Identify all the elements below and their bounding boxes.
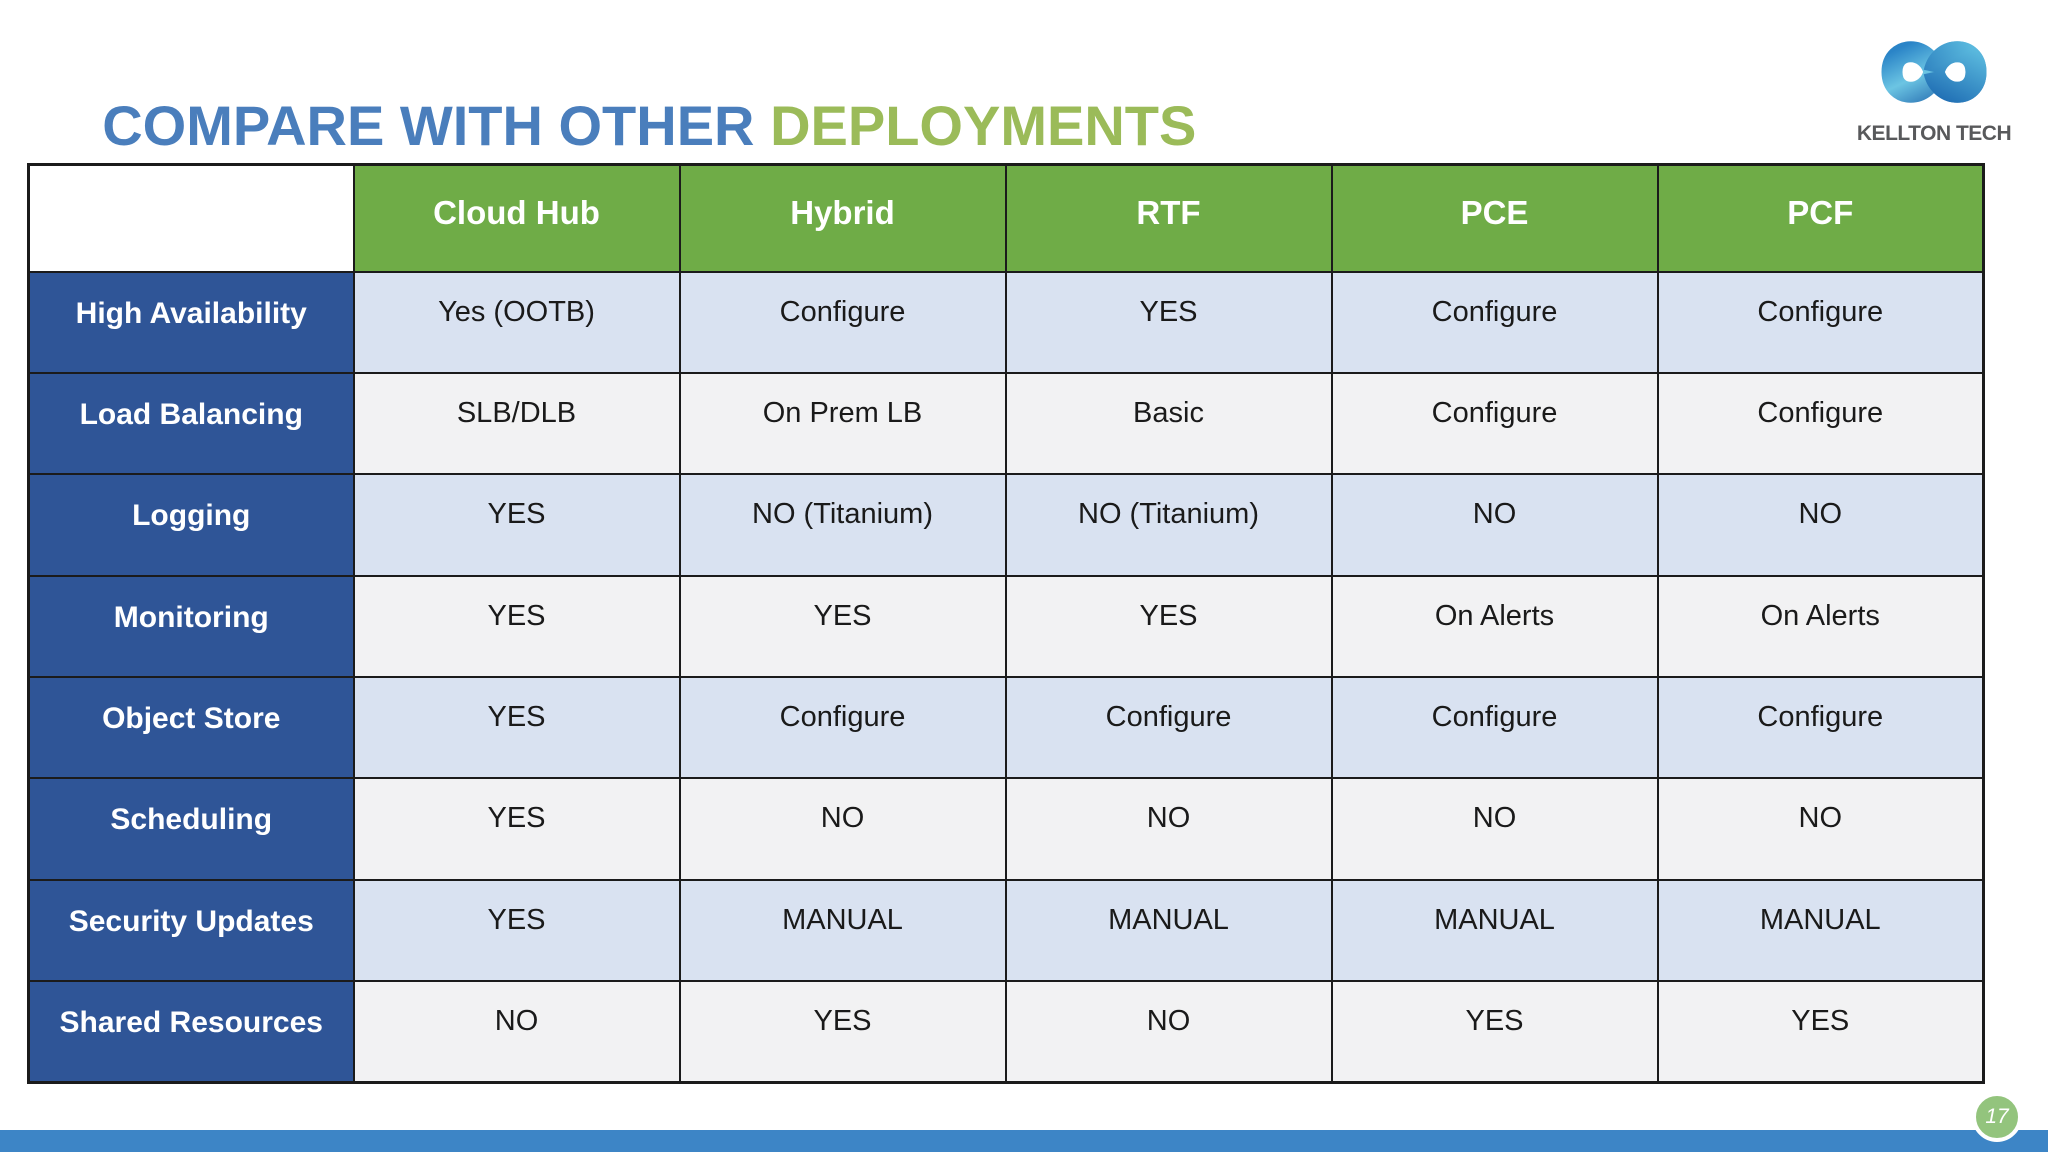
table-cell: Configure (1330, 371, 1659, 476)
footer-bar (0, 1130, 2048, 1152)
table-cell: Basic (1004, 371, 1333, 476)
table-cell: MANUAL (1656, 878, 1985, 983)
table-row: Logging YES NO (Titanium) NO (Titanium) NO NO (27, 473, 1985, 577)
table-cell: YES (1004, 574, 1333, 679)
table-cell: NO (678, 777, 1007, 881)
table-cell: NO (1004, 980, 1333, 1084)
table-row: Shared Resources NO YES NO YES YES (27, 980, 1985, 1084)
row-label: Monitoring (27, 574, 355, 679)
table-cell: MANUAL (1004, 878, 1333, 983)
page-number-badge: 17 (1972, 1092, 2022, 1142)
table-cell: YES (352, 777, 681, 881)
row-label: High Availability (27, 270, 355, 374)
corner-cell (27, 163, 355, 273)
row-label: Shared Resources (27, 980, 355, 1084)
table-cell: YES (352, 675, 681, 780)
page-title-part1: COMPARE WITH OTHER (102, 94, 771, 157)
table-cell: YES (352, 574, 681, 679)
table-cell: MANUAL (1330, 878, 1659, 983)
table-cell: SLB/DLB (352, 371, 681, 476)
page-title: COMPARE WITH OTHER DEPLOYMENTS (40, 28, 1196, 223)
row-label: Object Store (27, 675, 355, 780)
table-cell: NO (352, 980, 681, 1084)
table-cell: On Prem LB (678, 371, 1007, 476)
table-cell: NO (1330, 777, 1659, 881)
table-cell: Configure (1004, 675, 1333, 780)
table-cell: YES (352, 878, 681, 983)
table-cell: YES (678, 574, 1007, 679)
row-label: Load Balancing (27, 371, 355, 476)
column-header: PCE (1330, 163, 1659, 273)
table-cell: YES (1330, 980, 1659, 1084)
table-cell: YES (1656, 980, 1985, 1084)
infinity-icon (1854, 24, 2014, 120)
table-cell: Configure (1656, 675, 1985, 780)
row-label: Scheduling (27, 777, 355, 881)
table-cell: NO (Titanium) (1004, 473, 1333, 577)
table-row: Scheduling YES NO NO NO NO (27, 777, 1985, 881)
company-logo: KELLTON TECH (1854, 24, 2014, 146)
table-cell: Configure (1330, 270, 1659, 374)
company-logo-text: KELLTON TECH (1856, 122, 2012, 145)
table-row: Load Balancing SLB/DLB On Prem LB Basic Conf… (27, 371, 1985, 476)
column-header: Hybrid (678, 163, 1007, 273)
row-label: Logging (27, 473, 355, 577)
table-cell: NO (1330, 473, 1659, 577)
page-title-part2: DEPLOYMENTS (770, 94, 1197, 157)
row-label: Security Updates (27, 878, 355, 983)
page-number: 17 (1985, 1105, 2009, 1128)
table-cell: Configure (1330, 675, 1659, 780)
table-cell: YES (352, 473, 681, 577)
column-header: PCF (1656, 163, 1985, 273)
header-row: Cloud Hub Hybrid RTF PCE PCF (27, 163, 1985, 273)
table-cell: On Alerts (1656, 574, 1985, 679)
table-row: Monitoring YES YES YES On Alerts On Alerts (27, 574, 1985, 679)
table-cell: Configure (1656, 371, 1985, 476)
table-cell: MANUAL (678, 878, 1007, 983)
table-cell: NO (1656, 777, 1985, 881)
table-row: Object Store YES Configure Configure Configu… (27, 675, 1985, 780)
table-cell: YES (1004, 270, 1333, 374)
table-cell: YES (678, 980, 1007, 1084)
table-cell: Yes (OOTB) (352, 270, 681, 374)
table-row: Security Updates YES MANUAL MANUAL MANUAL MAN… (27, 878, 1985, 983)
table-cell: On Alerts (1330, 574, 1659, 679)
table-cell: Configure (1656, 270, 1985, 374)
comparison-table: Cloud Hub Hybrid RTF PCE PCF High Availabili… (27, 163, 1985, 1084)
column-header: Cloud Hub (352, 163, 681, 273)
table-cell: Configure (678, 675, 1007, 780)
table-cell: NO (Titanium) (678, 473, 1007, 577)
table-cell: NO (1656, 473, 1985, 577)
column-header: RTF (1004, 163, 1333, 273)
table-row: High Availability Yes (OOTB) Configure YES C… (27, 270, 1985, 374)
table-cell: NO (1004, 777, 1333, 881)
table-cell: Configure (678, 270, 1007, 374)
